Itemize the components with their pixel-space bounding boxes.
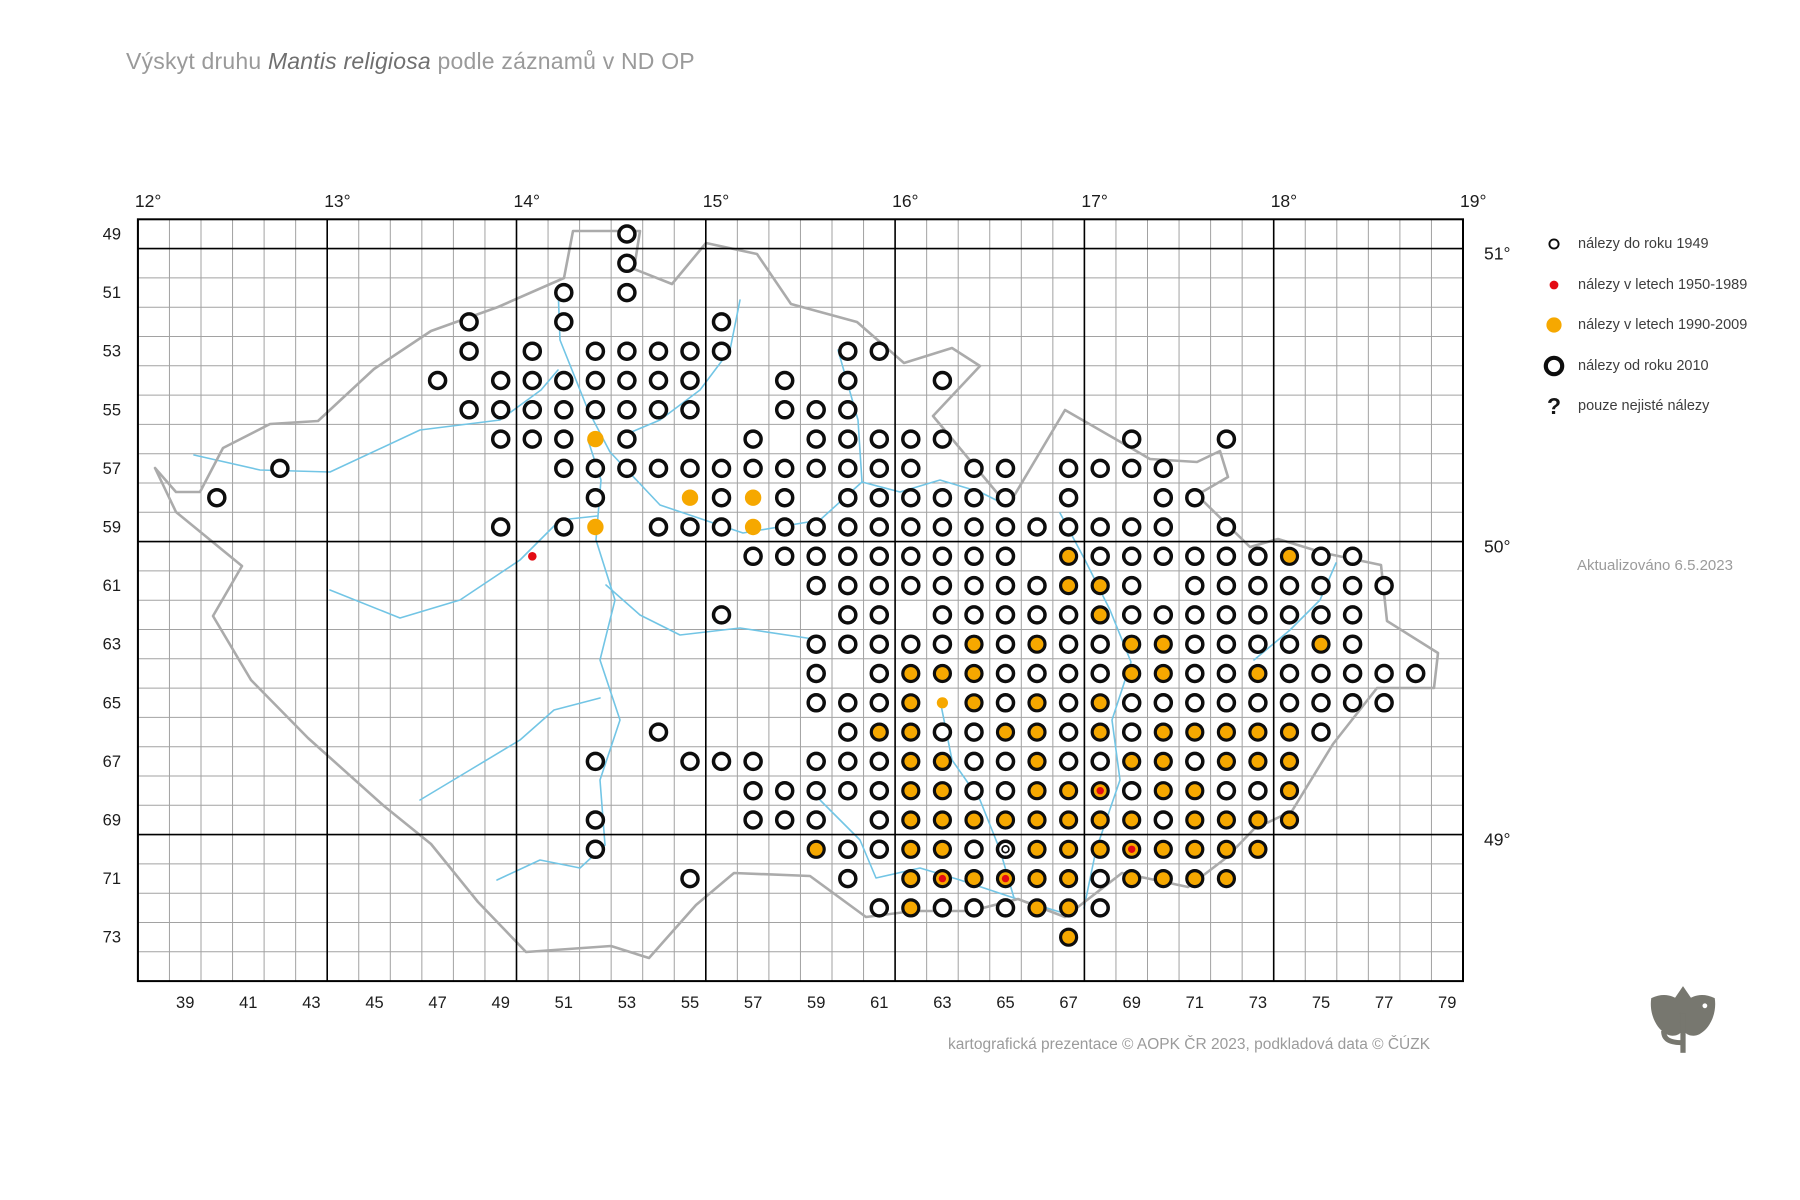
y-tick: 65 bbox=[103, 694, 121, 712]
x-tick: 77 bbox=[1375, 994, 1393, 1012]
x-tick: 51 bbox=[555, 994, 573, 1012]
x-tick: 67 bbox=[1059, 994, 1077, 1012]
lon-label: 17° bbox=[1081, 191, 1107, 211]
y-tick: 53 bbox=[103, 343, 121, 361]
x-tick: 79 bbox=[1438, 994, 1456, 1012]
x-tick: 61 bbox=[870, 994, 888, 1012]
x-tick: 73 bbox=[1249, 994, 1267, 1012]
y-tick: 51 bbox=[103, 284, 121, 302]
small-open-circle-icon bbox=[1536, 233, 1572, 255]
lon-label: 19° bbox=[1460, 191, 1486, 211]
lon-label: 15° bbox=[703, 191, 729, 211]
legend-item-pre1949: nálezy do roku 1949 bbox=[1536, 224, 1786, 265]
lat-label: 49° bbox=[1484, 830, 1510, 850]
updated-date: Aktualizováno 6.5.2023 bbox=[1577, 557, 1733, 574]
x-tick: 59 bbox=[807, 994, 825, 1012]
legend-item-2010: nálezy od roku 2010 bbox=[1536, 346, 1786, 387]
legend-label: pouze nejisté nálezy bbox=[1578, 398, 1710, 415]
lat-label: 50° bbox=[1484, 537, 1510, 557]
x-tick: 41 bbox=[239, 994, 257, 1012]
data-points bbox=[207, 224, 1426, 947]
legend-label: nálezy do roku 1949 bbox=[1578, 236, 1709, 253]
question-mark-icon: ? bbox=[1546, 392, 1562, 419]
x-tick: 45 bbox=[365, 994, 383, 1012]
lon-label: 12° bbox=[135, 191, 161, 211]
legend-item-uncertain: ? pouze nejisté nálezy bbox=[1536, 386, 1786, 427]
y-tick: 61 bbox=[103, 577, 121, 595]
x-tick: 53 bbox=[618, 994, 636, 1012]
logo-eye bbox=[1702, 1003, 1708, 1009]
lon-label: 14° bbox=[514, 191, 540, 211]
attribution: kartografická prezentace © AOPK ČR 2023,… bbox=[948, 1036, 1431, 1053]
lon-label: 18° bbox=[1271, 191, 1297, 211]
x-tick: 71 bbox=[1186, 994, 1204, 1012]
x-tick: 43 bbox=[302, 994, 320, 1012]
country-border bbox=[153, 229, 1440, 960]
aopk-logo-icon bbox=[1648, 984, 1718, 1056]
x-tick: 75 bbox=[1312, 994, 1330, 1012]
legend-label: nálezy v letech 1990-2009 bbox=[1578, 317, 1748, 334]
y-tick: 55 bbox=[103, 401, 121, 419]
axis-labels: 12° 13° 14° 15° 16° 17° 18° 19° 51° 50° 49° 39 41 43 4… bbox=[103, 191, 1511, 1012]
legend-item-1950-1989: nálezy v letech 1950-1989 bbox=[1536, 265, 1786, 306]
x-tick: 39 bbox=[176, 994, 194, 1012]
x-tick: 69 bbox=[1123, 994, 1141, 1012]
legend-label: nálezy od roku 2010 bbox=[1578, 357, 1709, 374]
x-tick: 63 bbox=[933, 994, 951, 1012]
legend-item-1990-2009: nálezy v letech 1990-2009 bbox=[1536, 305, 1786, 346]
x-tick: 55 bbox=[681, 994, 699, 1012]
lon-label: 16° bbox=[892, 191, 918, 211]
y-tick: 67 bbox=[103, 753, 121, 771]
x-tick: 47 bbox=[428, 994, 446, 1012]
orange-dot-icon bbox=[1536, 313, 1572, 337]
y-tick: 49 bbox=[103, 226, 121, 244]
y-tick: 73 bbox=[103, 929, 121, 947]
bold-open-circle-icon bbox=[1536, 353, 1572, 379]
title-prefix: Výskyt druhu bbox=[126, 48, 268, 74]
title-suffix: podle záznamů v ND OP bbox=[430, 48, 695, 74]
lat-label: 51° bbox=[1484, 244, 1510, 264]
logo-branch bbox=[1661, 1030, 1683, 1046]
logo-bud bbox=[1672, 986, 1694, 1017]
x-tick: 65 bbox=[996, 994, 1014, 1012]
page-title: Výskyt druhu Mantis religiosa podle zázn… bbox=[126, 48, 695, 75]
legend-label: nálezy v letech 1950-1989 bbox=[1578, 276, 1748, 293]
x-tick: 49 bbox=[492, 994, 510, 1012]
y-tick: 69 bbox=[103, 812, 121, 830]
legend: nálezy do roku 1949 nálezy v letech 1950… bbox=[1536, 224, 1786, 427]
y-tick: 63 bbox=[103, 636, 121, 654]
title-species: Mantis religiosa bbox=[267, 48, 431, 74]
graticule bbox=[136, 218, 1464, 983]
map-grid bbox=[137, 218, 1464, 982]
y-tick: 57 bbox=[103, 460, 121, 478]
y-tick: 71 bbox=[103, 870, 121, 888]
x-tick: 57 bbox=[744, 994, 762, 1012]
red-dot-icon bbox=[1536, 274, 1572, 296]
logo-stem bbox=[1680, 1013, 1686, 1053]
y-tick: 59 bbox=[103, 519, 121, 537]
lon-label: 13° bbox=[324, 191, 350, 211]
